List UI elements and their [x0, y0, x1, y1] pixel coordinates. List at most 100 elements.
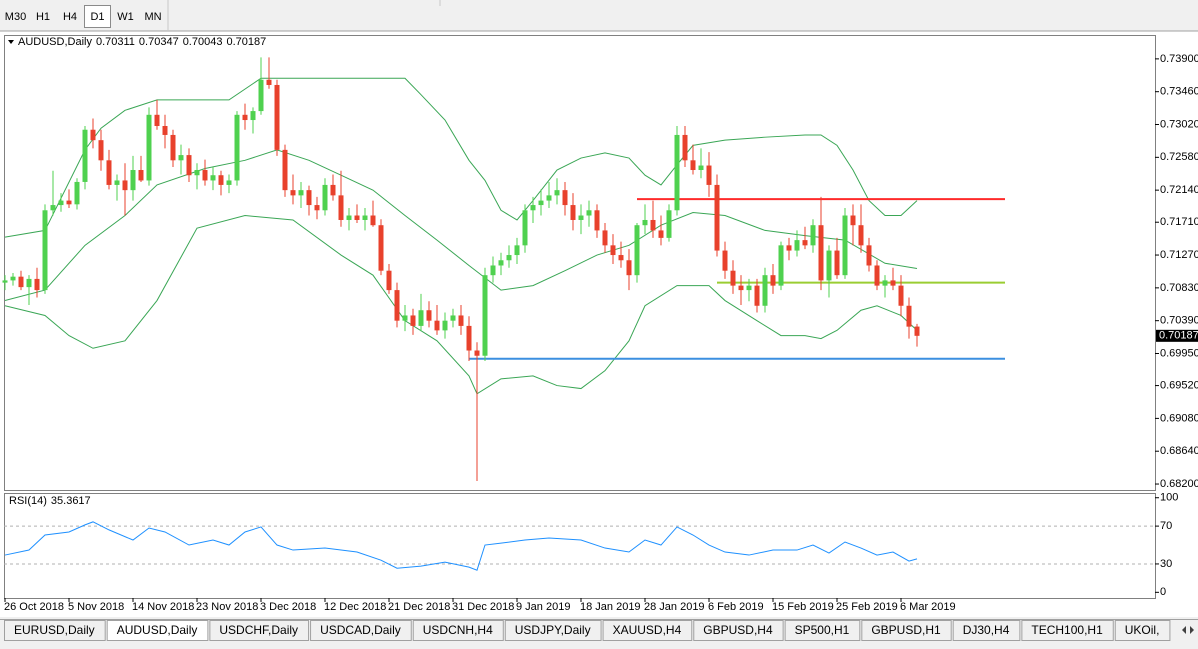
x-tick-label: 9 Jan 2019 — [516, 601, 570, 613]
candle-body — [650, 219, 656, 231]
timeframe-label[interactable]: H4 — [63, 11, 77, 23]
candle-body — [226, 180, 232, 185]
chart-tab[interactable] — [106, 620, 209, 641]
chart-tab-label[interactable]: DJ30,H4 — [963, 623, 1010, 637]
candle-body — [834, 250, 840, 276]
chart-tab[interactable] — [784, 620, 861, 641]
candle-body — [754, 285, 760, 306]
rsi-title: RSI(14) — [9, 495, 47, 507]
candle-body — [858, 225, 864, 246]
candle-body — [682, 134, 688, 161]
bollinger-band — [4, 215, 918, 395]
candle-body — [178, 155, 184, 161]
candle-body — [426, 310, 432, 321]
candle-body — [50, 205, 56, 211]
candle-body — [794, 240, 800, 251]
candle-body — [338, 195, 344, 220]
chart-tab-label[interactable]: TECH100,H1 — [1031, 623, 1103, 637]
chart-tab-label[interactable]: USDCHF,Daily — [219, 623, 298, 637]
candle-body — [394, 290, 400, 321]
rsi-tick-label: 30 — [1160, 558, 1172, 570]
candle-body — [882, 280, 888, 286]
chart-tab[interactable] — [4, 620, 106, 641]
chart-tab[interactable] — [952, 620, 1021, 641]
candle-body — [170, 134, 176, 161]
timeframe-label[interactable]: D1 — [90, 11, 104, 23]
chart-tab[interactable] — [693, 620, 784, 641]
candle-body — [714, 184, 720, 251]
candle-body — [186, 155, 192, 176]
candle-body — [106, 160, 112, 185]
candle-body — [770, 275, 776, 286]
ohlc-value: 0.70043 — [183, 36, 223, 48]
candle-body — [914, 326, 920, 336]
chart-tab[interactable] — [1114, 620, 1171, 641]
chart-tab-label[interactable]: GBPUSD,H4 — [703, 623, 773, 637]
rsi-panel — [4, 493, 1156, 599]
chart-tab[interactable] — [1021, 620, 1114, 641]
timeframe-button[interactable] — [57, 5, 83, 28]
timeframe-button[interactable] — [84, 5, 111, 28]
candle-body — [122, 180, 128, 191]
candle-body — [578, 215, 584, 220]
timeframe-label[interactable]: M30 — [5, 11, 26, 23]
candle-body — [442, 320, 448, 331]
y-tick-label: 0.70390 — [1160, 315, 1198, 327]
candle-body — [570, 205, 576, 220]
candle-body — [538, 200, 544, 206]
candle-body — [378, 225, 384, 271]
chart-tab-label[interactable]: AUDUSD,Daily — [117, 623, 198, 637]
y-tick-label: 0.73020 — [1160, 118, 1198, 130]
candle-body — [194, 170, 200, 176]
candle-body — [114, 180, 120, 185]
candle-body — [18, 276, 24, 288]
timeframe-button[interactable] — [30, 5, 56, 28]
candle-body — [290, 190, 296, 196]
candle-body — [418, 310, 424, 326]
timeframe-label[interactable]: H1 — [36, 11, 50, 23]
tab-scroll-left[interactable] — [1182, 626, 1186, 634]
timeframe-button[interactable] — [140, 5, 166, 28]
candle-body — [546, 195, 552, 201]
chart-tab[interactable] — [310, 620, 412, 641]
chart-tab-label[interactable]: USDCAD,Daily — [320, 623, 401, 637]
candle-body — [706, 165, 712, 185]
timeframe-label[interactable]: W1 — [117, 11, 134, 23]
chart-tab-label[interactable]: UKOil, — [1125, 623, 1160, 637]
chart-tab-label[interactable]: SP500,H1 — [795, 623, 850, 637]
chart-tab[interactable] — [209, 620, 310, 641]
chart-tab-label[interactable]: XAUUSD,H4 — [613, 623, 682, 637]
tab-scroll-right[interactable] — [1190, 626, 1194, 634]
candle-body — [634, 225, 640, 276]
candle-body — [370, 215, 376, 226]
candle-body — [826, 250, 832, 281]
chart-tab[interactable] — [412, 620, 504, 641]
candle-body — [778, 245, 784, 286]
chart-tab[interactable] — [504, 620, 602, 641]
chart-tab[interactable] — [861, 620, 952, 641]
price-tag — [1156, 329, 1198, 342]
timeframe-button[interactable] — [112, 5, 139, 28]
candle-body — [242, 114, 248, 121]
chart-tab-label[interactable]: USDJPY,Daily — [515, 623, 591, 637]
chart-tab-label[interactable]: USDCNH,H4 — [423, 623, 493, 637]
chart-tab[interactable] — [602, 620, 693, 641]
candle-body — [866, 245, 872, 266]
candle-body — [314, 205, 320, 211]
candle-body — [818, 225, 824, 281]
chart-tab-label[interactable]: EURUSD,Daily — [14, 623, 95, 637]
candle-body — [458, 315, 464, 326]
candle-body — [162, 126, 168, 135]
y-tick-label: 0.72140 — [1160, 184, 1198, 196]
y-tick-label: 0.69950 — [1160, 347, 1198, 359]
candle-body — [74, 181, 80, 205]
x-tick-label: 6 Mar 2019 — [900, 601, 956, 613]
x-tick-label: 23 Nov 2018 — [196, 601, 258, 613]
chart-tab-label[interactable]: GBPUSD,H1 — [871, 623, 941, 637]
candle-body — [874, 265, 880, 286]
timeframe-button[interactable] — [2, 5, 29, 28]
candle-body — [234, 114, 240, 181]
candle-body — [746, 285, 752, 291]
timeframe-label[interactable]: MN — [144, 11, 161, 23]
